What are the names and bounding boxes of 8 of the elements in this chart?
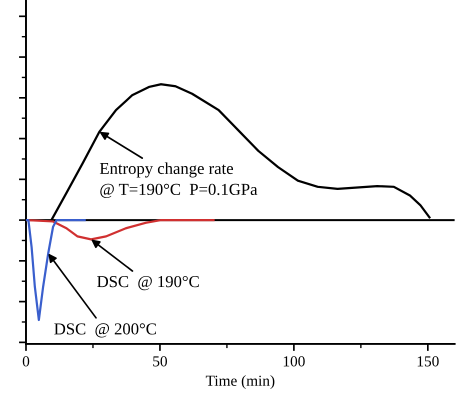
annotation: Entropy change rate @ T=190°C P=0.1GPa: [100, 162, 258, 198]
x-tick-label: 0: [22, 356, 30, 366]
annotation: DSC @ 200°C: [54, 323, 156, 338]
x-axis-title: Time (min): [206, 375, 274, 389]
x-tick-label: 50: [153, 356, 167, 366]
x-tick-label: 100: [284, 356, 305, 366]
annotation: DSC @ 190°C: [97, 276, 199, 290]
x-tick-label: 150: [418, 356, 439, 366]
